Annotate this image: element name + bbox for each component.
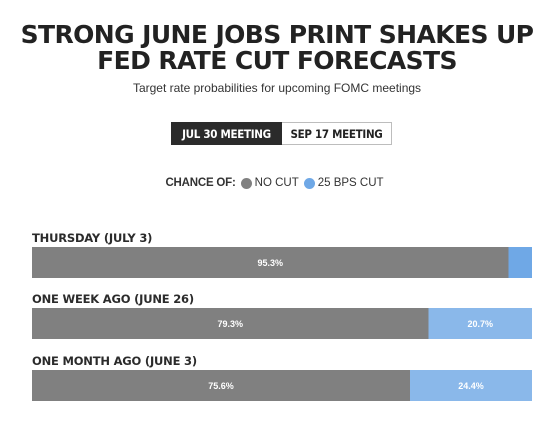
legend-label-no-cut: NO CUT — [254, 177, 299, 189]
tab-sep-17-meeting[interactable]: SEP 17 MEETING — [282, 122, 392, 145]
bar-segment-no-cut — [32, 370, 410, 401]
bar-segment-no-cut — [32, 247, 509, 278]
bar-category-label: THURSDAY (JULY 3) — [32, 231, 152, 245]
bar-value-label: 95.3% — [257, 258, 283, 268]
bar-segment-no-cut — [32, 308, 429, 339]
bar-segment-25bps-cut — [428, 308, 532, 339]
bar-segment-25bps-cut — [410, 370, 532, 401]
bar-value-label: 20.7% — [467, 319, 493, 329]
bar-value-label: 24.4% — [458, 381, 484, 391]
legend-label-25bps-cut: 25 BPS CUT — [317, 177, 384, 189]
bar-category-label: ONE WEEK AGO (JUNE 26) — [32, 292, 194, 306]
bar-value-label: 79.3% — [217, 319, 243, 329]
bar-value-label: 75.6% — [208, 381, 234, 391]
legend-dot-25bps-cut — [303, 177, 315, 189]
legend: CHANCE OF: NO CUT 25 BPS CUT — [0, 177, 554, 189]
title-line-2: FED RATE CUT FORECASTS — [97, 46, 457, 75]
legend-dot-no-cut — [240, 177, 252, 189]
legend-item-no-cut: NO CUT — [240, 177, 299, 189]
legend-lead: CHANCE OF: — [165, 177, 236, 189]
bar-category-label: ONE MONTH AGO (JUNE 3) — [32, 354, 197, 368]
chart-subtitle: Target rate probabilities for upcoming F… — [132, 81, 422, 95]
tab-jul-30-meeting[interactable]: JUL 30 MEETING — [171, 122, 282, 145]
meeting-tabs: JUL 30 MEETING SEP 17 MEETING — [171, 122, 392, 145]
legend-item-25bps-cut: 25 BPS CUT — [303, 177, 384, 189]
chart-title: STRONG JUNE JOBS PRINT SHAKES UP FED RAT… — [0, 22, 554, 74]
title-line-1: STRONG JUNE JOBS PRINT SHAKES UP — [20, 20, 534, 49]
bar-segment-25bps-cut — [508, 247, 532, 278]
